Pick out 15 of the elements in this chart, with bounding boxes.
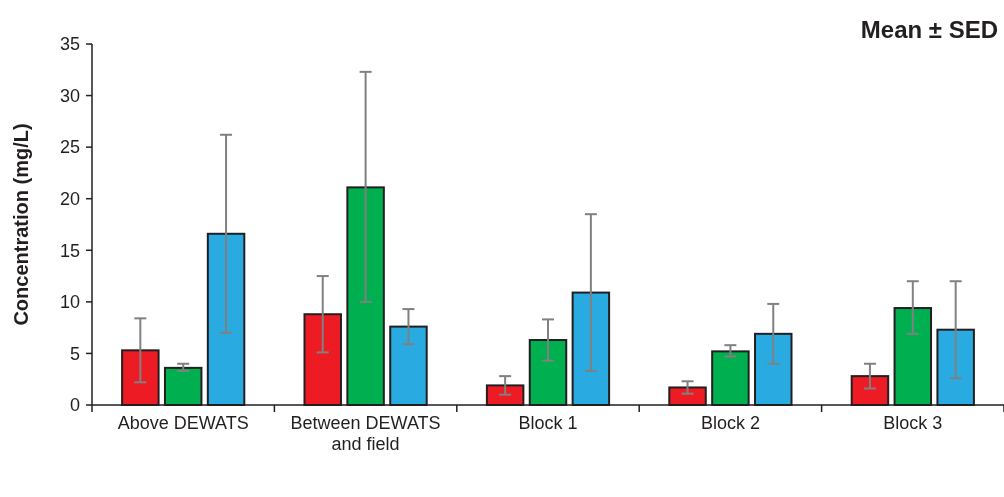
chart-title: Mean ± SED	[860, 16, 998, 43]
y-tick-label: 15	[59, 240, 80, 261]
x-tick-label: Block 2	[700, 413, 760, 433]
y-tick-label: 10	[59, 292, 80, 313]
x-tick-label: Block 3	[883, 413, 943, 433]
y-tick-label: 35	[59, 34, 80, 55]
y-axis-title: Concentration (mg/L)	[10, 123, 32, 326]
y-tick-label: 25	[59, 137, 80, 158]
x-tick-label: Block 1	[518, 413, 578, 433]
x-tick-label: Above DEWATS	[117, 413, 249, 433]
y-tick-label: 20	[59, 189, 80, 210]
y-tick-label: 5	[69, 343, 80, 364]
x-tick-label: Between DEWATS and field	[290, 413, 441, 454]
y-tick-label: 30	[59, 85, 80, 106]
y-tick-label: 0	[69, 395, 80, 416]
